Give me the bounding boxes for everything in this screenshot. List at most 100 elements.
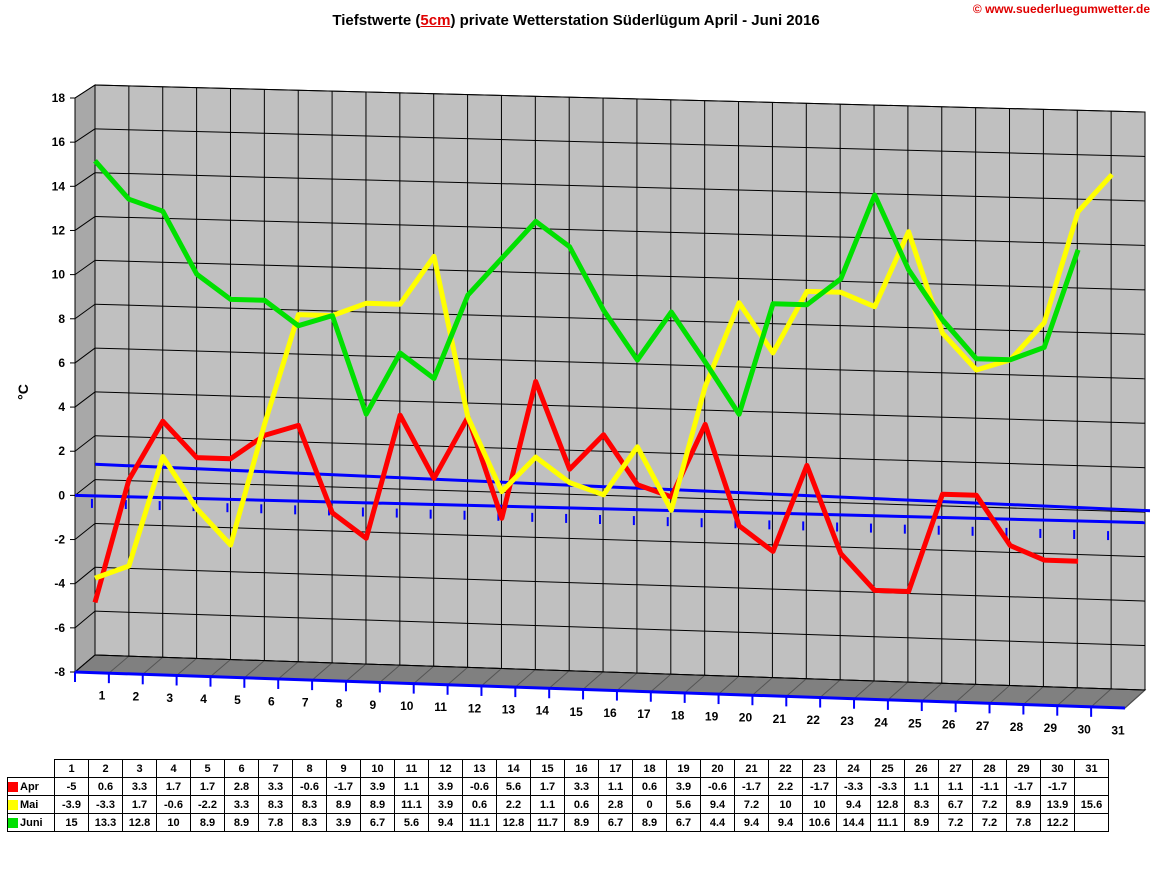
x-tick-label: 22	[807, 713, 821, 727]
x-tick-label: 5	[234, 693, 241, 707]
table-cell: 8.9	[326, 795, 361, 814]
grid-line-h	[94, 566, 1146, 602]
table-header-cell: 15	[530, 759, 565, 778]
floor-grid-line	[718, 676, 739, 695]
floor-grid-line	[616, 672, 638, 691]
table-cell: 1.1	[598, 777, 633, 796]
x-tick-label: 19	[705, 709, 719, 723]
grid-line-h	[94, 479, 1146, 513]
floor-grid-line	[311, 662, 333, 681]
table-cell: 11.7	[530, 813, 565, 832]
x-tick-label: 29	[1044, 721, 1058, 735]
table-cell: -0.6	[700, 777, 735, 796]
table-cell: 8.9	[632, 813, 667, 832]
floor-grid-line	[1124, 689, 1146, 709]
table-cell: 4.4	[700, 813, 735, 832]
table-header-cell: 7	[258, 759, 293, 778]
x-tick-label: 17	[637, 707, 651, 721]
floor-grid-line	[819, 679, 841, 698]
grid-line-h	[94, 522, 1146, 558]
table-header-cell: 12	[428, 759, 463, 778]
table-cell: 9.4	[428, 813, 463, 832]
y-tick-label: 6	[58, 356, 65, 370]
side-grid-line	[74, 128, 96, 143]
table-cell: 12.8	[870, 795, 905, 814]
side-grid-line	[74, 610, 96, 629]
series-line-mai	[94, 172, 1114, 581]
table-cell: 2.2	[496, 795, 531, 814]
table-header-cell: 27	[938, 759, 973, 778]
table-header-cell: 28	[972, 759, 1007, 778]
table-cell: 5.6	[666, 795, 701, 814]
table-cell: 5.6	[394, 813, 429, 832]
floor-grid-line	[108, 655, 130, 674]
x-tick-label: 4	[200, 692, 207, 706]
table-cell: 15.6	[1074, 795, 1109, 814]
y-axis-label: °C	[15, 384, 31, 400]
legend-swatch	[8, 781, 18, 792]
table-cell: 0.6	[632, 777, 667, 796]
grid-line-h	[94, 172, 1146, 202]
table-header-cell: 14	[496, 759, 531, 778]
legend-label: Juni	[7, 813, 55, 832]
table-cell: -3.3	[870, 777, 905, 796]
table-cell: 10	[802, 795, 837, 814]
side-grid-line	[74, 84, 96, 99]
y-tick-label: 8	[58, 312, 65, 326]
grid-line-h	[94, 347, 1146, 380]
x-tick-label: 12	[468, 701, 482, 715]
table-cell: 7.8	[258, 813, 293, 832]
x-tick-label: 10	[400, 699, 414, 713]
y-tick-label: 2	[58, 444, 65, 458]
side-grid-line	[74, 216, 96, 231]
table-cell: 1.7	[122, 795, 157, 814]
table-cell: 1.7	[190, 777, 225, 796]
table-cell: 11.1	[462, 813, 497, 832]
y-tick-label: 16	[52, 135, 66, 149]
table-header-cell: 11	[394, 759, 429, 778]
table-header-cell: 19	[666, 759, 701, 778]
table-cell: 3.3	[564, 777, 599, 796]
x-tick-label: 16	[603, 706, 617, 720]
y-tick-label: 18	[52, 91, 66, 105]
floor-grid-line	[921, 682, 943, 702]
x-tick-label: 27	[976, 719, 990, 733]
table-header-cell: 25	[870, 759, 905, 778]
table-cell: 10.6	[802, 813, 837, 832]
floor-grid-line	[142, 656, 164, 675]
table-cell: 1.7	[156, 777, 191, 796]
x-tick-label: 24	[874, 715, 888, 729]
x-tick-label: 18	[671, 708, 685, 722]
grid-line-h	[94, 303, 1146, 335]
x-tick-label: 14	[536, 704, 550, 718]
x-tick-label: 20	[739, 711, 753, 725]
side-grid-line	[74, 566, 96, 585]
x-tick-label: 15	[569, 705, 583, 719]
x-tick-label: 23	[840, 714, 854, 728]
y-tick-label: -4	[54, 577, 65, 591]
table-cell: 6.7	[938, 795, 973, 814]
table-cell: 9.4	[768, 813, 803, 832]
table-cell: 1.1	[394, 777, 429, 796]
table-cell: 0.6	[564, 795, 599, 814]
table-row: Mai -3.9 -3.3 1.7 -0.6 -2.2 3.3 8.3 8.3 8.9 8.9 11.…	[7, 795, 1109, 814]
table-cell: 7.2	[938, 813, 973, 832]
table-header-cell: 5	[190, 759, 225, 778]
table-cell: 3.3	[258, 777, 293, 796]
table-cell: 12.8	[122, 813, 157, 832]
table-cell: 2.8	[224, 777, 259, 796]
table-cell	[1074, 813, 1109, 832]
legend-swatch	[8, 799, 18, 810]
copyright-link[interactable]: © www.suederluegumwetter.de	[972, 2, 1150, 16]
table-cell: 1.1	[530, 795, 565, 814]
table-cell: 3.3	[224, 795, 259, 814]
table-header-cell: 21	[734, 759, 769, 778]
table-cell: 14.4	[836, 813, 871, 832]
grid-line-h	[94, 610, 1146, 647]
table-header-cell: 16	[564, 759, 599, 778]
y-tick-label: 14	[52, 179, 66, 193]
x-tick-label: 2	[132, 690, 139, 704]
x-tick-label: 21	[773, 712, 787, 726]
back-wall	[94, 84, 1146, 691]
table-cell: -5	[54, 777, 89, 796]
